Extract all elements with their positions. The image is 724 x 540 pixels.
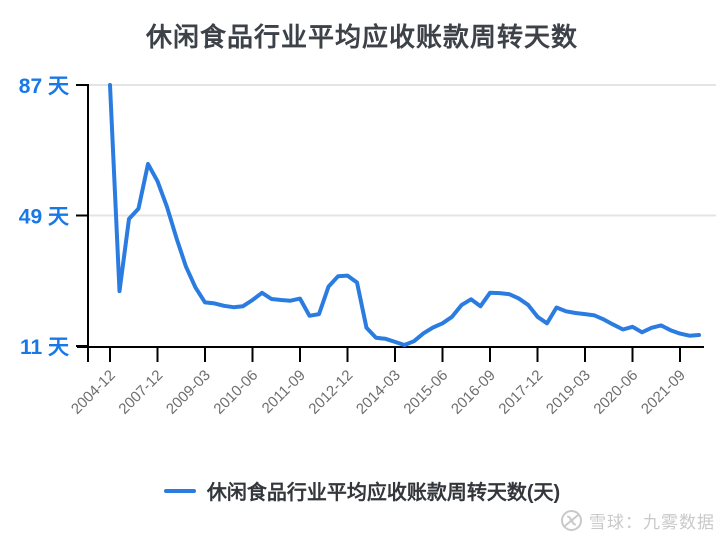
legend-line-marker [163, 488, 196, 493]
x-tick-label: 2004-12 [68, 367, 119, 418]
x-tick-label: 2011-09 [259, 367, 309, 417]
x-tick-label: 2015-06 [400, 367, 451, 418]
y-tick-label: 49 天 [19, 206, 70, 229]
y-tick-label: 87 天 [19, 75, 70, 98]
chart-title: 休闲食品行业平均应收账款周转天数 [145, 22, 578, 52]
x-tick-label: 2012-12 [305, 367, 356, 418]
legend-label: 休闲食品行业平均应收账款周转天数(天) [206, 482, 561, 504]
x-tick-label: 2009-03 [163, 367, 214, 418]
x-tick-label: 2020-06 [590, 367, 641, 418]
watermark: 雪球：九雾数据 [560, 508, 715, 533]
x-tick-label: 2014-03 [353, 367, 404, 418]
x-tick-label: 2021-09 [638, 367, 689, 418]
series-line[interactable] [108, 83, 701, 347]
x-tick-label: 2017-12 [495, 367, 546, 418]
x-tick-label: 2007-12 [115, 367, 166, 418]
xueqiu-logo-icon [561, 510, 582, 531]
x-tick-label: 2016-09 [448, 367, 499, 418]
y-tick-label: 11 天 [20, 336, 70, 359]
x-tick-label: 2019-03 [543, 367, 594, 418]
legend[interactable]: 休闲食品行业平均应收账款周转天数(天) [0, 476, 724, 505]
watermark-label: 雪球：九雾数据 [589, 513, 715, 532]
x-tick-label: 2010-06 [210, 367, 261, 418]
